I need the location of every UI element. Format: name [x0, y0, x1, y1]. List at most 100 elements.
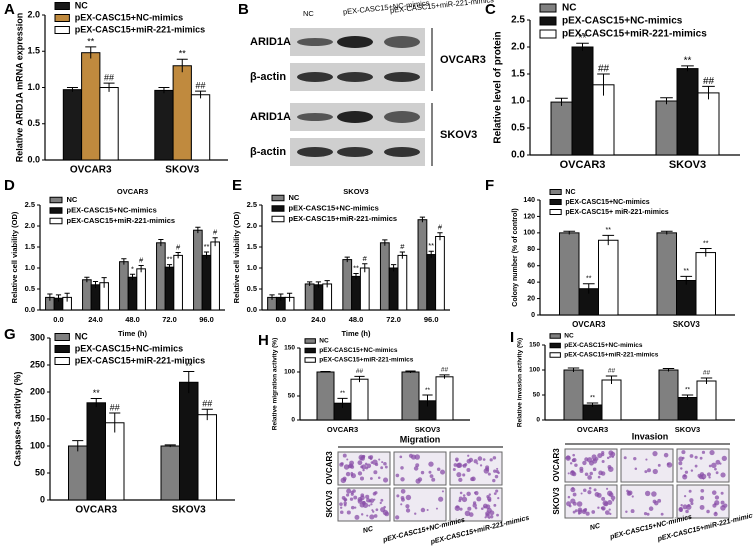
error-bar	[320, 371, 331, 373]
error-bar	[353, 272, 359, 280]
cell-blob	[339, 506, 343, 509]
x-tick-label: OVCAR3	[70, 165, 112, 176]
legend-label: NC	[75, 0, 88, 10]
cell-blob	[709, 449, 715, 456]
bar	[164, 266, 175, 311]
y-tick-label: 0.5	[27, 118, 40, 128]
error-bar	[47, 293, 53, 301]
cell-blob	[714, 495, 720, 500]
y-axis-label: Colony number (% of control)	[512, 208, 519, 306]
panel-label: D	[4, 177, 15, 194]
x-axis-label: Time (h)	[341, 329, 371, 338]
cell-blob	[631, 495, 634, 498]
x-tick-label: SKOV3	[415, 425, 440, 434]
cell-blob	[349, 497, 354, 501]
cell-blob	[400, 466, 404, 470]
cell-blob	[582, 508, 587, 513]
y-tick-label: 0	[536, 417, 540, 424]
bar	[304, 283, 315, 311]
y-tick-label: 0.0	[247, 305, 257, 314]
error-bar	[195, 226, 201, 234]
error-bar	[354, 375, 365, 383]
cell-blob	[608, 466, 614, 472]
cell-blob	[609, 512, 612, 516]
y-tick-label: 2.0	[247, 221, 257, 230]
error-bar	[85, 46, 97, 59]
bar	[401, 371, 420, 421]
bar	[62, 89, 83, 161]
cell-blob	[495, 469, 499, 474]
cell-blob	[567, 495, 571, 499]
significance-mark: **	[590, 395, 596, 402]
legend-swatch	[54, 2, 70, 10]
cell-blob	[353, 495, 358, 500]
cell-blob	[370, 503, 373, 506]
x-tick-label: 72.0	[386, 315, 401, 324]
cell-blob	[706, 509, 710, 514]
legend-swatch	[549, 333, 561, 339]
y-axis-label: Relative cell viability (OD)	[232, 211, 241, 303]
cell-blob	[482, 503, 488, 509]
cell-blob	[357, 460, 363, 466]
cell-blob	[601, 496, 606, 501]
bar	[197, 414, 217, 501]
y-tick-label: 1.5	[247, 242, 257, 251]
y-tick-label: 100	[523, 230, 535, 237]
legend-label: pEX-CASC15+NC-mimics	[75, 12, 183, 22]
cell-blob	[429, 474, 434, 479]
bar	[426, 254, 437, 311]
error-bar	[166, 264, 173, 270]
bar	[359, 267, 370, 311]
error-bar	[439, 374, 450, 379]
cell-blob	[396, 494, 400, 498]
x-tick-label: SKOV3	[673, 320, 701, 329]
bar	[201, 254, 212, 311]
cell-blob	[339, 502, 343, 506]
bar	[156, 242, 166, 311]
blot-band	[297, 113, 333, 121]
cell-blob	[384, 465, 388, 469]
y-tick-label: 2.0	[27, 9, 40, 19]
x-tick-label: 72.0	[162, 315, 177, 324]
cell-blob	[607, 490, 613, 497]
bar	[119, 261, 129, 311]
cell-blob	[455, 459, 459, 462]
bar	[86, 402, 106, 501]
legend-label: pEX-CASC15+miR-221-mimics	[75, 24, 205, 34]
x-tick-label: OVCAR3	[577, 425, 608, 434]
bar	[179, 381, 199, 501]
x-tick-label: 48.0	[125, 315, 140, 324]
row-label: SKOV3	[325, 490, 334, 518]
cell-blob	[395, 473, 400, 478]
error-bar	[567, 367, 580, 372]
bar	[351, 275, 361, 311]
error-bar	[176, 58, 188, 73]
legend-label: pEX-CASC15+miR-221-mimics	[75, 355, 205, 365]
y-tick-label: 300	[30, 332, 45, 342]
error-bar	[576, 42, 589, 51]
cell-blob	[343, 478, 347, 482]
cell-blob	[623, 456, 627, 460]
blot-band	[337, 36, 373, 48]
x-tick-label: SKOV3	[165, 165, 199, 176]
x-tick-label: 24.0	[88, 315, 103, 324]
cell-blob	[688, 489, 692, 493]
y-tick-label: 2.0	[511, 42, 525, 53]
cell-blob	[582, 460, 587, 466]
cell-blob	[657, 498, 662, 503]
y-tick-label: 2.5	[25, 200, 35, 209]
cell-blob	[609, 455, 612, 458]
significance-mark: #	[176, 242, 181, 251]
cell-blob	[572, 457, 577, 463]
cell-blob	[603, 501, 609, 507]
y-axis-label: Relative ARID1A mRNA expression	[14, 13, 24, 163]
cell-blob	[480, 507, 484, 511]
cell-blob	[489, 458, 493, 462]
cell-blob	[594, 492, 600, 497]
significance-mark: #	[213, 228, 218, 237]
cell-blob	[601, 453, 605, 457]
cell-blob	[588, 486, 592, 490]
cell-blob	[720, 491, 724, 495]
cell-blob	[380, 507, 386, 513]
error-bar	[699, 247, 712, 257]
